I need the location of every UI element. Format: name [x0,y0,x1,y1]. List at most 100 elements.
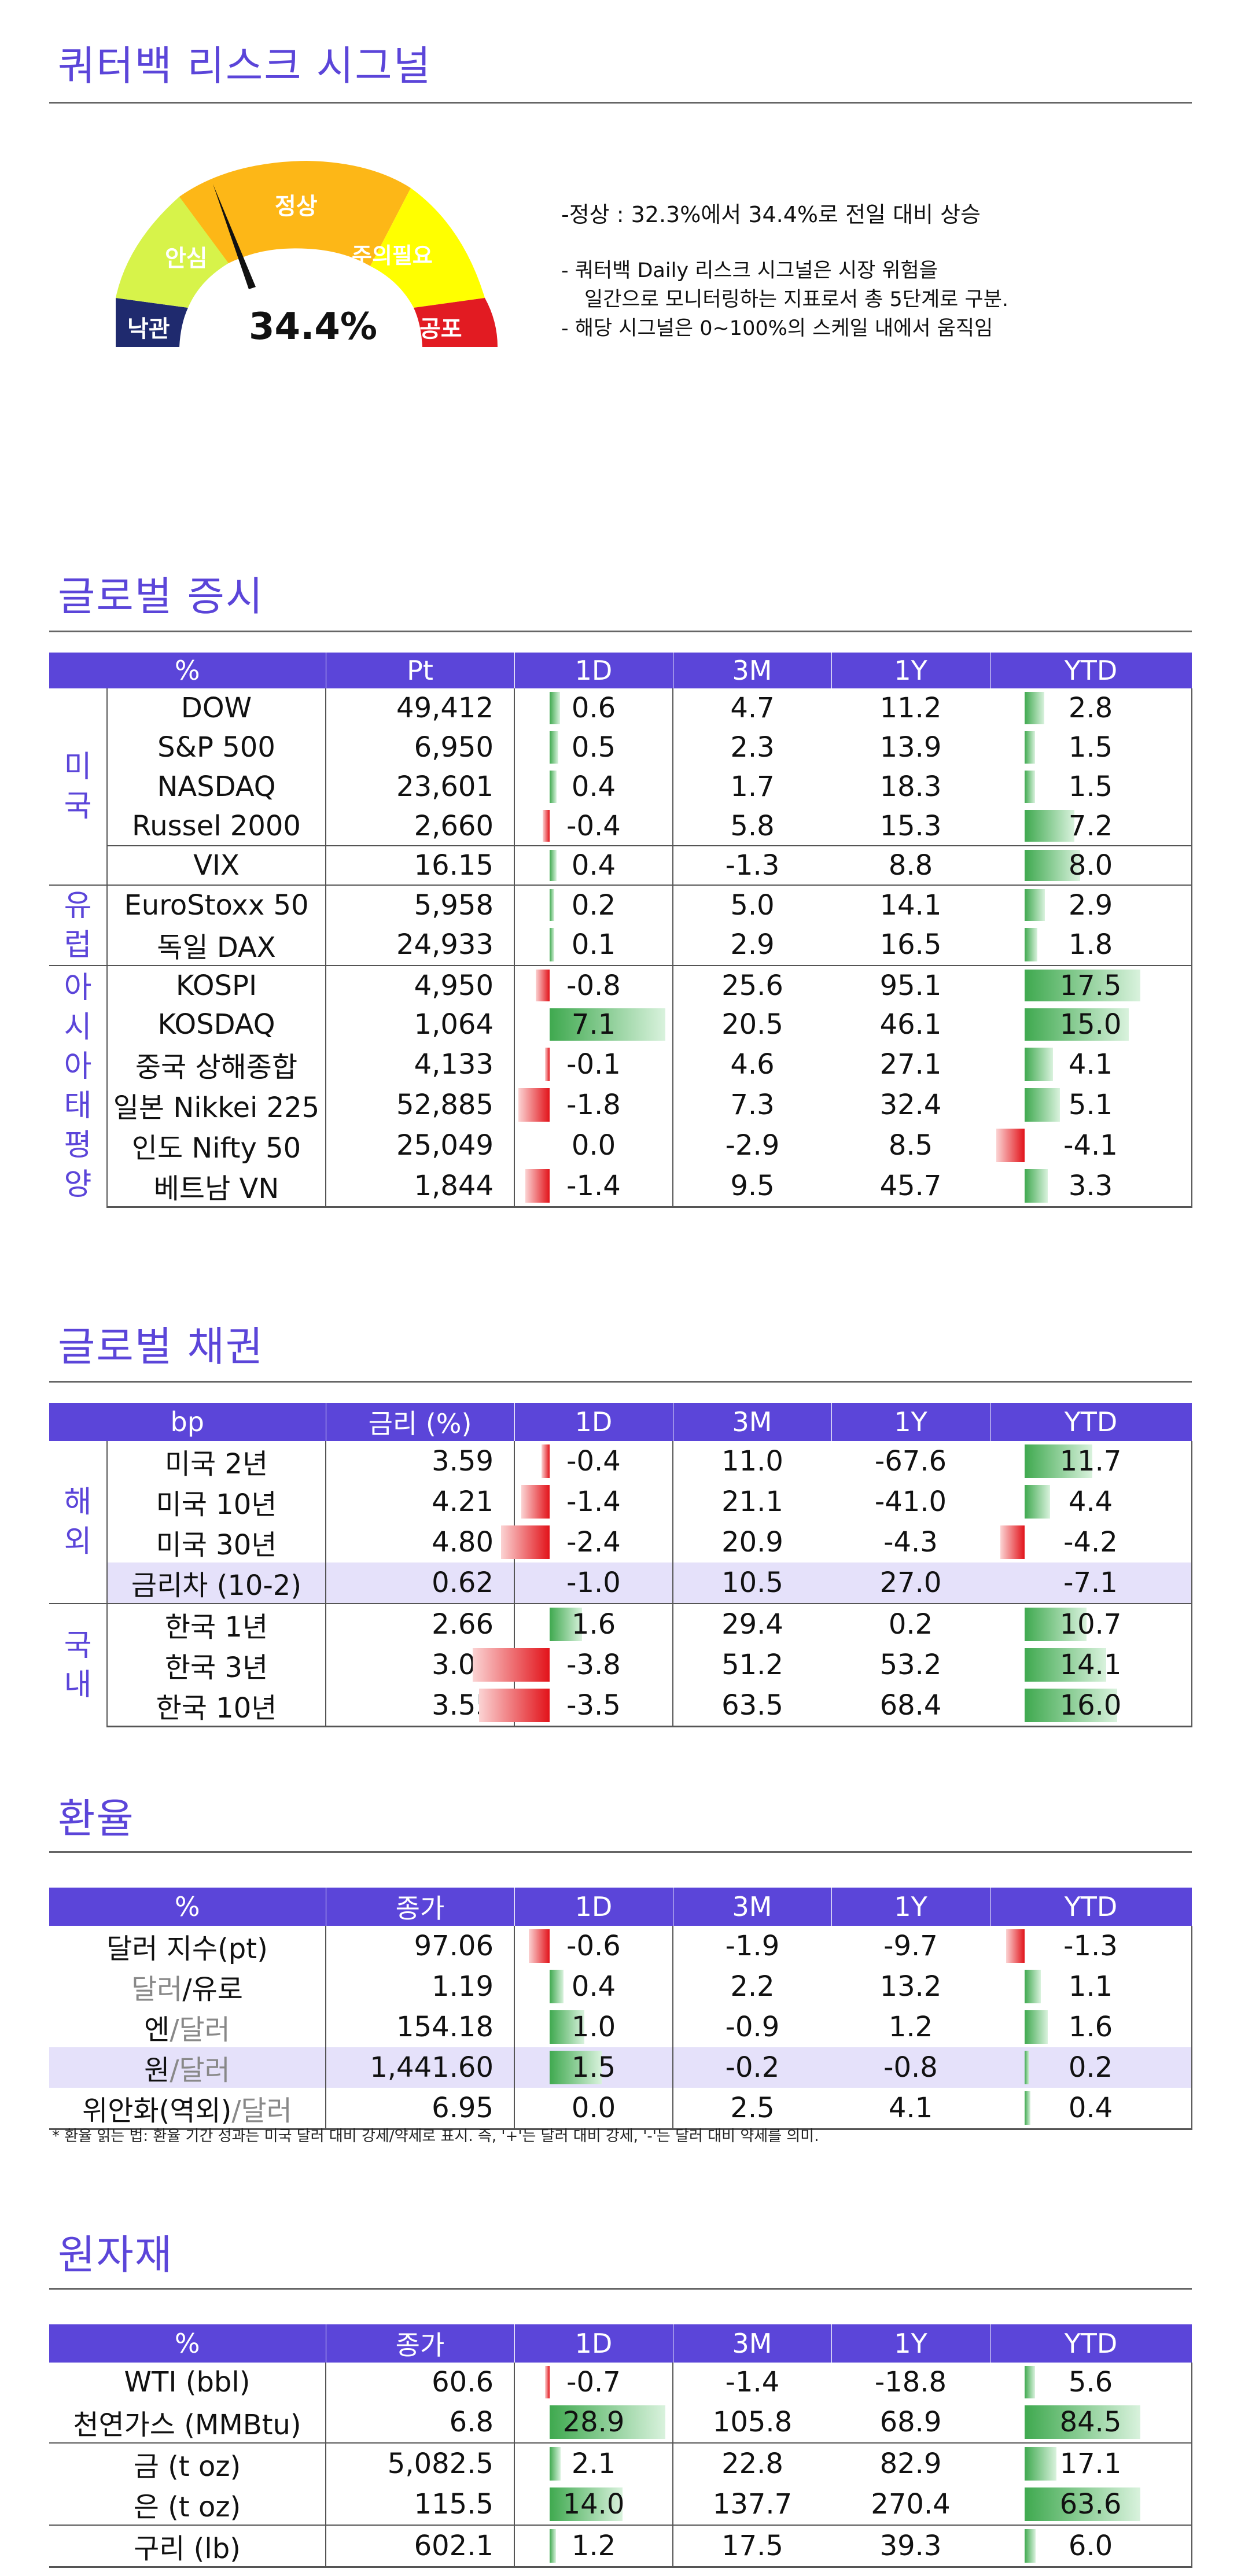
table-row: 천연가스 (MMBtu) 6.8 28.9 105.8 68.9 84.5 [49,2402,1192,2443]
bar-cell: 14.1 [990,1645,1192,1685]
cell-value: 6.0 [1068,2530,1113,2562]
cell-value: 16.0 [1059,1689,1122,1722]
positive-bar [1025,810,1075,842]
row-label: 달러/유로 [49,1966,326,2007]
gauge-zone-optimism [116,298,188,347]
bar-cell: 15.0 [990,1005,1192,1044]
row-label: 인도 Nifty 50 [107,1125,326,1166]
risk-section-title: 쿼터백 리스크 시그널 [58,42,432,90]
row-label: 미국 2년 [107,1441,326,1482]
row-label-part: 원 [144,2054,170,2087]
cell-value: 270.4 [871,2488,951,2520]
positive-bar [550,1970,564,2003]
cell-value: 7.2 [1068,809,1113,842]
table-row: 한국 3년 3.09 -3.8 51.2 53.2 14.1 [49,1645,1192,1685]
column-header: 1D [514,653,673,688]
group-label-char: 해 [64,1485,92,1520]
cell-value: -18.8 [874,2366,947,2398]
cell-value: 0.6 [571,692,616,724]
close-value: 4.21 [326,1482,515,1522]
table-row: 아 시 아 태 평 양 KOSPI 4,950 -0.8 25.6 95.1 17.5 [49,965,1192,1207]
cell-value: 1.6 [571,1608,616,1641]
table-row: WTI (bbl) 60.6 -0.7 -1.4 -18.8 5.6 [49,2363,1192,2402]
cell-value: 0.5 [571,731,616,764]
cell-value: 5.0 [673,885,831,924]
cell-value: -0.6 [566,1930,621,1962]
cell-value: -3.8 [566,1649,621,1681]
negative-bar [545,1048,550,1081]
cell-value: -0.8 [831,2047,990,2088]
close-value: 25,049 [326,1125,515,1166]
close-value: 1,064 [326,1005,515,1044]
row-label-part: /유로 [182,1973,243,2006]
column-header: YTD [990,1888,1192,1926]
bar-cell: 1.8 [990,924,1192,965]
risk-notes: -정상 : 32.3%에서 34.4%로 전일 대비 상승 - 쿼터백 Dail… [561,197,1008,343]
cell-value: 10.7 [1059,1608,1122,1641]
cell-value: 46.1 [879,1008,942,1041]
bar-cell: 7.2 [990,806,1192,846]
cell-value: 0.4 [571,849,616,882]
bar-cell: 0.2 [990,2047,1192,2088]
row-label: 베트남 VN [107,1166,326,1208]
group-label-char: 아 [64,1049,92,1085]
risk-note-status: -정상 : 32.3%에서 34.4%로 전일 대비 상승 [561,202,981,227]
column-header: 3M [673,2324,832,2363]
bar-cell: 4.4 [990,1482,1192,1522]
cell-value: -4.1 [1063,1129,1118,1162]
equity-section-title: 글로벌 증시 [58,573,264,620]
close-value: 6.95 [326,2088,515,2130]
table-header-row: % 종가 1D 3M 1Y YTD [49,1888,1192,1926]
cell-value: 7.1 [571,1008,616,1041]
bar-cell: 10.7 [990,1603,1192,1645]
bar-cell: 16.0 [990,1685,1192,1727]
bar-cell: 5.6 [990,2363,1192,2402]
row-label-part: 달러 지수(pt) [106,1933,268,1965]
table-row: 미국 10년 4.21 -1.4 21.1 -41.0 4.4 [49,1482,1192,1522]
cell-value: -1.9 [725,1930,780,1962]
cell-value: 3.3 [1068,1170,1113,1202]
column-header: 종가 [326,1888,515,1926]
bar-cell: 0.1 [514,924,673,965]
cell-value: 28.9 [562,2406,625,2438]
bar-cell: 0.5 [514,728,673,767]
cell-value: -0.9 [725,2011,780,2043]
cell-value: -1.4 [725,2366,780,2398]
risk-note-desc-3: - 해당 시그널은 0~100%의 스케일 내에서 움직임 [561,317,993,340]
cell-value: 1.5 [571,2051,616,2084]
bar-cell: -0.1 [514,1044,673,1085]
positive-bar [550,889,554,921]
row-label: KOSPI [107,965,326,1005]
positive-bar [550,850,557,881]
column-header: 3M [673,653,832,688]
close-value: 3.59 [326,1441,515,1482]
bar-cell: 0.4 [990,2088,1192,2130]
group-label-char: 내 [64,1667,92,1702]
close-value: 49,412 [326,688,515,728]
positive-bar [1025,1169,1048,1203]
cell-value: 5.1 [1068,1089,1113,1121]
close-value: 6,950 [326,728,515,767]
row-label: 엔/달러 [49,2007,326,2047]
close-value: 1,844 [326,1166,515,1208]
bar-cell: -1.4 [514,1166,673,1208]
bar-cell: 84.5 [990,2402,1192,2443]
bar-cell: 2.9 [990,885,1192,924]
close-value: 1,441.60 [326,2047,515,2088]
bar-cell: 5.1 [990,1085,1192,1125]
zone-label-caution: 주의필요 [352,243,433,268]
cell-value: 17.5 [673,2525,831,2568]
cell-value: 8.0 [1068,849,1113,882]
positive-bar [1025,1088,1060,1122]
column-header: 1Y [831,653,990,688]
bar-cell: -0.4 [514,806,673,846]
cell-value: -1.4 [566,1486,621,1518]
positive-bar [1025,2010,1048,2044]
positive-bar [1025,2487,1140,2521]
positive-bar [1025,1008,1129,1041]
positive-bar [1025,692,1044,724]
cell-value: 2.8 [1068,692,1113,724]
column-header: 1D [514,1403,673,1441]
